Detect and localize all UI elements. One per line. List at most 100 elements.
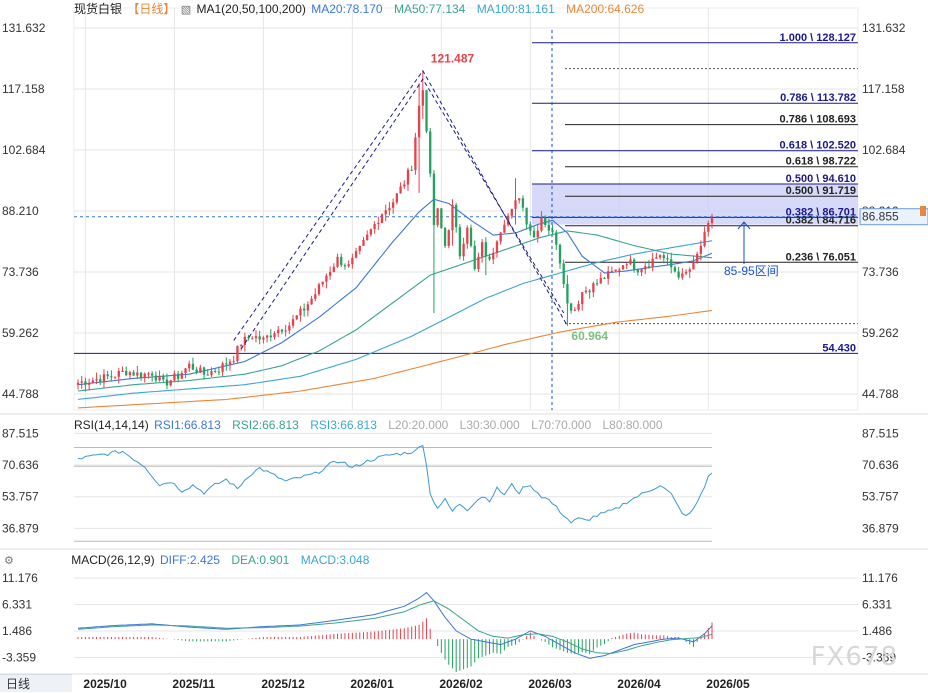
rsi-l30: L30:30.000	[459, 418, 520, 432]
price-tick-right: 44.788	[862, 387, 899, 401]
candle-body	[595, 283, 599, 285]
candle-body	[295, 315, 298, 320]
macd-tick-right: 1.486	[862, 624, 892, 638]
candle-body	[529, 224, 532, 231]
ma-line-ma50	[77, 230, 713, 392]
price-tick-left: 102.684	[2, 143, 46, 157]
candle-body	[499, 232, 502, 242]
period-selector[interactable]: 日线	[0, 674, 72, 692]
candle-body	[610, 270, 614, 272]
price-tick-left: 131.632	[2, 21, 46, 35]
candle-body	[688, 269, 691, 272]
candle-body	[99, 379, 102, 383]
candle-body	[121, 370, 124, 372]
candle-body	[440, 208, 443, 228]
candle-body	[332, 266, 335, 272]
candle-body	[236, 345, 239, 362]
candle-body	[703, 231, 706, 246]
low-annotation: 60.964	[571, 329, 608, 343]
rsi1-value: RSI1:66.813	[154, 418, 221, 432]
candle-body	[280, 329, 284, 332]
candle-body	[640, 269, 643, 273]
candle-body	[321, 281, 324, 285]
ma20-value: MA20:78.170	[311, 2, 383, 16]
candle-body	[584, 290, 588, 293]
main-chart-header: 现货白银 【日线】 ▧ MA1(20,50,100,200) MA20:78.1…	[74, 2, 652, 17]
candle-body	[214, 370, 217, 372]
candle-body	[188, 363, 191, 369]
candle-body	[495, 241, 499, 253]
time-axis-label: 2025/10	[83, 677, 127, 691]
macd-tick-left: 11.176	[2, 571, 38, 585]
candle-body	[87, 382, 91, 385]
rsi-tick-right: 87.515	[862, 426, 899, 440]
diff-value: DIFF:2.425	[159, 553, 220, 567]
time-axis-label: 2026/04	[617, 677, 661, 691]
candle-body	[573, 309, 576, 311]
rsi-l80: L80:80.000	[602, 418, 663, 432]
price-tick-left: 73.736	[2, 265, 39, 279]
time-axis-label: 2026/03	[528, 677, 572, 691]
candle-body	[377, 223, 380, 225]
macd-tick-left: -3.359	[2, 651, 36, 665]
macd-diff-line	[77, 591, 713, 659]
candle-body	[247, 336, 250, 339]
macd-value: MACD:3.048	[300, 553, 370, 567]
candle-body	[84, 381, 87, 385]
candle-body	[403, 184, 406, 187]
candle-body	[191, 363, 195, 370]
candle-body	[588, 290, 591, 293]
candle-body	[336, 256, 339, 267]
candle-body	[395, 193, 399, 203]
macd-settings-icon[interactable]: ⚙	[4, 555, 14, 567]
fib-level-label: 0.618 \ 102.520	[780, 140, 856, 152]
candle-body	[455, 204, 458, 228]
candle-body	[647, 266, 651, 268]
candle-body	[125, 370, 128, 376]
rsi-line	[77, 444, 713, 524]
time-axis-label: 2025/11	[172, 677, 215, 691]
current-price-value: 86.855	[862, 210, 899, 224]
settings-icon[interactable]: ▧	[180, 4, 192, 16]
candle-body	[225, 363, 228, 365]
fib-level-label: 0.382 \ 86.701	[786, 206, 856, 218]
candle-body	[362, 240, 365, 246]
price-tick-left: 59.262	[2, 326, 39, 340]
candle-body	[262, 337, 265, 340]
candle-body	[581, 292, 584, 305]
wave-line-inner	[240, 78, 565, 350]
candle-body	[288, 325, 291, 331]
current-price-tag	[859, 208, 928, 226]
period-tag: 【日线】	[127, 2, 176, 16]
candle-body	[477, 256, 480, 270]
candle-body	[128, 372, 132, 376]
candle-body	[158, 376, 161, 381]
candle-body	[544, 217, 547, 225]
candle-body	[603, 277, 606, 279]
candle-body	[113, 376, 117, 378]
candle-body	[518, 198, 521, 201]
candle-body	[466, 227, 469, 244]
ma50-value: MA50:77.134	[393, 2, 466, 16]
candle-body	[432, 173, 436, 225]
candle-body	[306, 304, 310, 311]
candle-body	[621, 265, 625, 270]
candle-body	[410, 169, 413, 171]
macd-tick-left: 6.331	[2, 598, 32, 612]
candle-body	[291, 319, 295, 326]
candle-body	[380, 214, 384, 224]
candle-body	[614, 269, 617, 271]
candle-body	[136, 372, 139, 376]
fib-level-label: 0.618 \ 98.722	[786, 156, 856, 168]
price-tick-right: 59.262	[862, 326, 899, 340]
fib-level-label: 54.430	[822, 342, 856, 354]
candle-body	[670, 259, 673, 268]
candle-body	[607, 271, 610, 279]
candle-body	[265, 335, 269, 338]
candle-body	[173, 373, 176, 381]
candle-body	[447, 230, 450, 246]
candle-body	[569, 303, 573, 311]
candle-body	[254, 336, 258, 339]
candle-body	[696, 253, 699, 262]
